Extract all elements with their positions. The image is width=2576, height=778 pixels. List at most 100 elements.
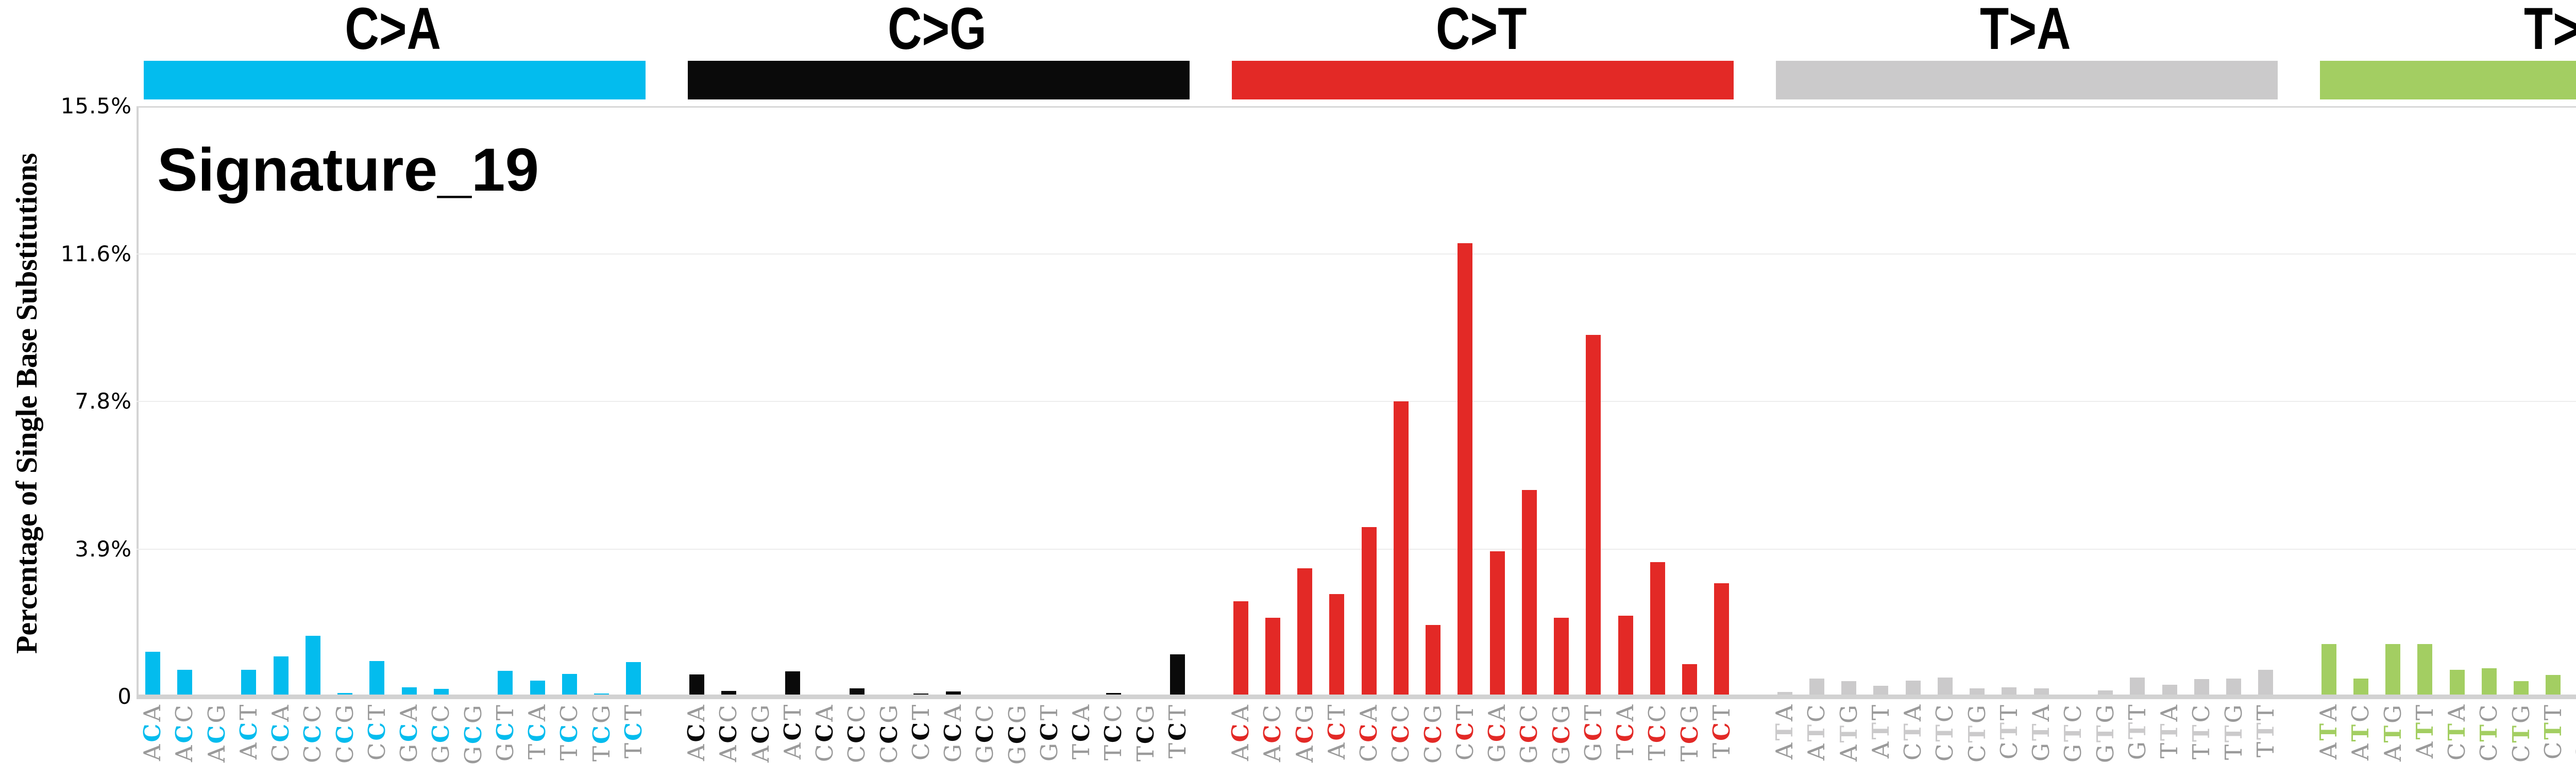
x-tick-label-TtoC-ATC: ATC [2347, 703, 2374, 761]
bar-CtoG-ACC [721, 690, 736, 697]
x-tick-label-CtoA-ACT: ACT [235, 703, 262, 760]
x-tick-label-CtoA-CCT: CCT [363, 703, 391, 761]
x-tick-label-CtoT-ACG: ACG [1291, 703, 1318, 763]
bar-CtoT-CCA [1362, 527, 1377, 697]
bar-TtoC-CTG [2514, 681, 2529, 697]
x-tick-label-TtoA-ATT: ATT [1867, 703, 1894, 759]
x-tick-label-CtoT-ACT: ACT [1323, 703, 1350, 760]
bar-CtoT-TCT [1714, 583, 1729, 697]
section-header-C>A: C>A [345, 0, 442, 62]
bar-TtoA-TTT [2258, 670, 2273, 697]
section-color-bar-T>A [1776, 61, 2278, 99]
y-tick-label: 11.6% [60, 241, 132, 266]
bar-CtoG-GCA [946, 691, 961, 697]
bar-CtoT-CCT [1458, 243, 1472, 697]
bar-TtoA-TTC [2194, 679, 2209, 697]
x-tick-label-CtoA-GCA: GCA [395, 703, 422, 763]
bar-CtoT-TCG [1682, 664, 1697, 697]
bar-CtoA-CCT [369, 661, 384, 697]
x-tick-label-CtoG-TCA: TCA [1067, 703, 1095, 760]
bar-TtoA-CTA [1906, 680, 1921, 697]
x-tick-label-TtoC-GTA: GTA [2571, 703, 2576, 762]
bar-CtoT-CCC [1394, 401, 1409, 697]
x-tick-label-CtoA-CCC: CCC [299, 703, 326, 763]
x-tick-label-TtoC-CTC: CTC [2475, 703, 2502, 762]
x-tick-label-CtoG-GCC: GCC [971, 703, 998, 764]
x-tick-label-TtoA-GTC: GTC [2059, 703, 2087, 763]
bar-TtoC-ATG [2385, 644, 2400, 697]
x-tick-label-TtoA-ATG: ATG [1835, 703, 1862, 762]
bar-CtoA-GCA [402, 687, 417, 697]
x-tick-label-CtoT-TCC: TCC [1643, 703, 1671, 761]
bar-TtoC-CTC [2482, 668, 2497, 697]
bar-CtoA-TCT [626, 662, 641, 697]
bar-TtoA-GTT [2130, 678, 2145, 697]
bar-TtoA-CTG [1970, 688, 1985, 697]
x-axis-line [137, 695, 2576, 699]
x-tick-label-CtoT-ACA: ACA [1227, 703, 1254, 761]
bar-CtoA-CCC [306, 635, 320, 697]
x-tick-label-CtoA-GCT: GCT [492, 703, 519, 762]
gridline [137, 253, 2576, 255]
bar-TtoC-ATT [2417, 644, 2432, 697]
y-tick-label: 15.5% [60, 93, 132, 119]
x-tick-label-TtoC-ATA: ATA [2315, 703, 2342, 760]
x-tick-label-TtoC-CTT: CTT [2539, 703, 2567, 759]
x-tick-label-TtoA-GTA: GTA [2027, 703, 2055, 762]
x-tick-label-CtoA-TCT: TCT [620, 703, 647, 758]
bar-CtoA-ACA [145, 652, 160, 697]
bar-TtoC-ATC [2353, 678, 2368, 697]
x-tick-label-CtoA-ACG: ACG [203, 703, 230, 763]
bar-CtoT-ACC [1265, 617, 1280, 697]
bar-TtoA-TTA [2162, 685, 2177, 697]
x-tick-label-CtoA-TCC: TCC [555, 703, 583, 761]
gridline [137, 548, 2576, 550]
bar-CtoG-ACA [689, 674, 704, 697]
x-tick-label-CtoG-TCG: TCG [1132, 703, 1159, 762]
x-tick-label-CtoT-TCA: TCA [1612, 703, 1639, 760]
x-tick-label-TtoC-CTA: CTA [2443, 703, 2470, 761]
section-color-bar-C>T [1232, 61, 1734, 99]
x-tick-label-CtoT-GCT: GCT [1580, 703, 1607, 762]
x-tick-label-CtoG-GCT: GCT [1036, 703, 1063, 762]
bar-TtoA-ATT [1873, 686, 1888, 697]
x-tick-label-TtoA-CTT: CTT [1995, 703, 2023, 759]
x-tick-label-CtoA-GCC: GCC [427, 703, 454, 764]
x-tick-label-TtoA-GTT: GTT [2124, 703, 2151, 760]
x-tick-label-CtoT-CCT: CCT [1451, 703, 1479, 761]
x-tick-label-TtoC-ATG: ATG [2379, 703, 2406, 762]
x-tick-label-TtoA-CTC: CTC [1931, 703, 1958, 762]
bar-CtoA-ACC [177, 670, 192, 697]
x-tick-label-CtoG-CCA: CCA [811, 703, 838, 762]
y-tick-label: 7.8% [75, 388, 132, 414]
bar-TtoC-ATA [2321, 644, 2336, 697]
bar-TtoA-GTG [2098, 690, 2113, 697]
x-tick-label-CtoG-CCC: CCC [843, 703, 870, 763]
section-header-T>A: T>A [1979, 0, 2071, 62]
x-tick-label-CtoG-ACA: ACA [683, 703, 710, 761]
x-tick-label-CtoG-ACG: ACG [747, 703, 774, 763]
bar-CtoT-GCG [1554, 617, 1569, 697]
bar-TtoA-ATA [1777, 692, 1792, 697]
x-tick-label-TtoA-ATC: ATC [1803, 703, 1830, 761]
x-tick-label-CtoG-CCT: CCT [907, 703, 935, 761]
bar-CtoT-ACT [1329, 594, 1344, 697]
x-tick-label-CtoT-CCG: CCG [1419, 703, 1447, 764]
x-tick-label-TtoA-CTA: CTA [1899, 703, 1926, 761]
bar-CtoA-TCA [530, 680, 545, 697]
bar-CtoT-TCA [1618, 615, 1633, 697]
x-tick-label-CtoA-TCG: TCG [588, 703, 615, 762]
x-tick-label-TtoA-TTC: TTC [2188, 703, 2215, 759]
bar-CtoT-GCC [1522, 489, 1537, 697]
x-tick-label-CtoA-ACA: ACA [139, 703, 166, 761]
bar-CtoA-TCC [562, 673, 577, 697]
x-tick-label-CtoT-ACC: ACC [1259, 703, 1286, 762]
section-header-T>C: T>C [2523, 0, 2576, 62]
x-tick-label-CtoA-TCA: TCA [523, 703, 551, 760]
section-header-C>G: C>G [888, 0, 987, 62]
x-tick-label-CtoG-TCC: TCC [1099, 703, 1127, 761]
bar-TtoA-CTT [2002, 687, 2016, 697]
section-color-bar-T>C [2320, 61, 2576, 99]
bar-CtoA-CCA [274, 656, 289, 697]
